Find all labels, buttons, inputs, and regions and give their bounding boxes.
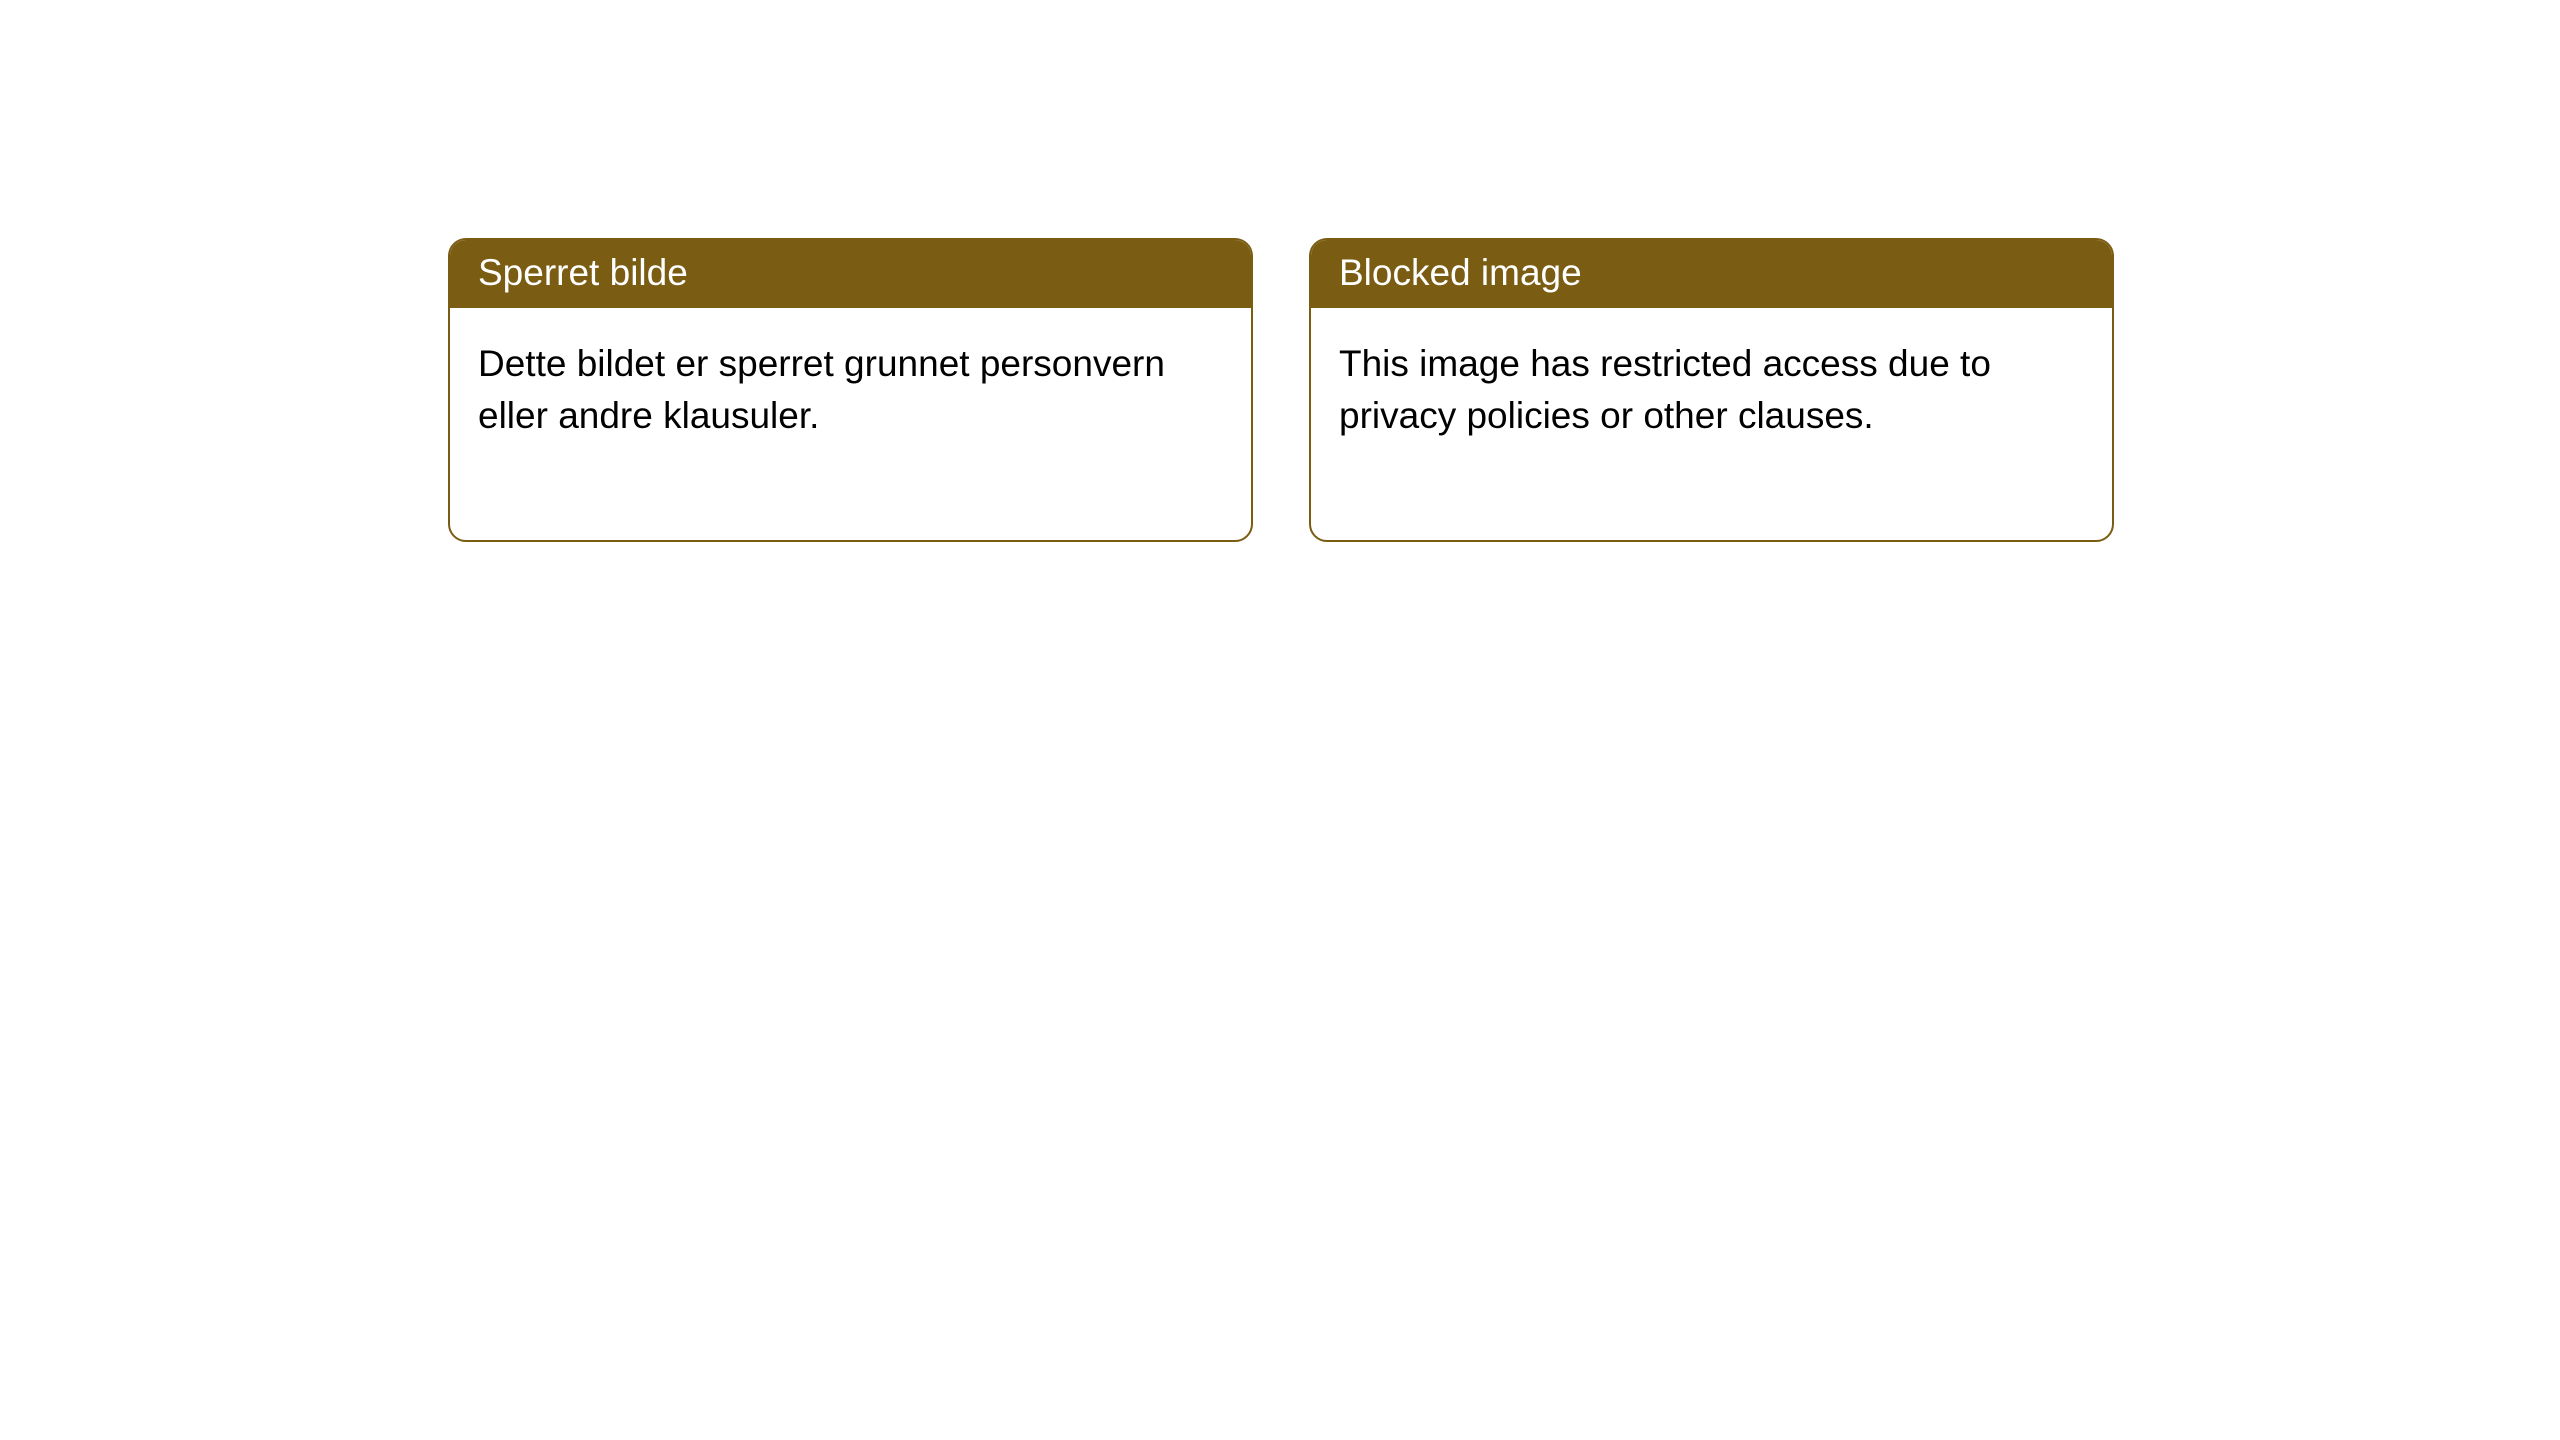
notice-body: Dette bildet er sperret grunnet personve…: [450, 308, 1251, 540]
notice-message: Dette bildet er sperret grunnet personve…: [478, 343, 1165, 436]
notice-title: Blocked image: [1339, 252, 1582, 293]
notice-header: Blocked image: [1311, 240, 2112, 308]
notice-box-norwegian: Sperret bilde Dette bildet er sperret gr…: [448, 238, 1253, 542]
notice-header: Sperret bilde: [450, 240, 1251, 308]
notice-container: Sperret bilde Dette bildet er sperret gr…: [448, 238, 2114, 542]
notice-box-english: Blocked image This image has restricted …: [1309, 238, 2114, 542]
notice-title: Sperret bilde: [478, 252, 688, 293]
notice-message: This image has restricted access due to …: [1339, 343, 1991, 436]
notice-body: This image has restricted access due to …: [1311, 308, 2112, 540]
